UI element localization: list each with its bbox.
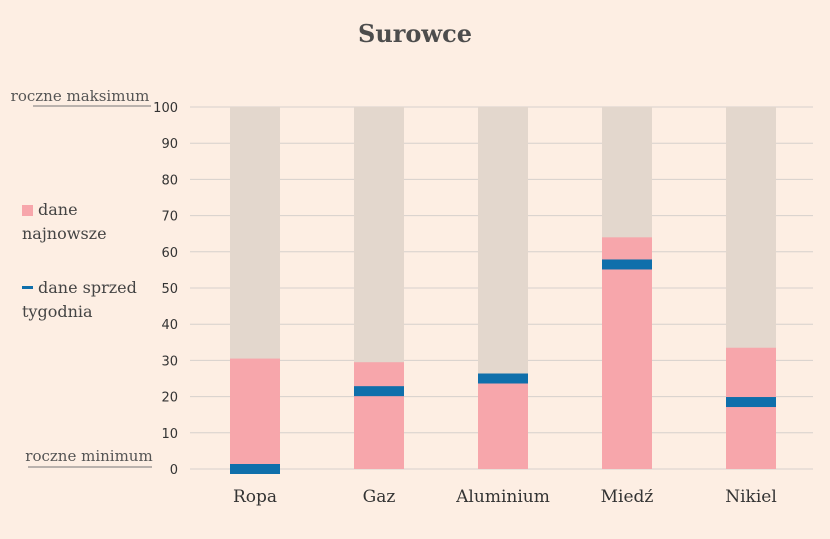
legend-label-latest-2: najnowsze [22, 224, 107, 243]
y-tick-label: 20 [161, 391, 178, 406]
bars [230, 107, 776, 474]
week-ago-marker [478, 373, 528, 384]
annual-min-label: roczne minimum [25, 447, 152, 465]
y-tick-label: 40 [161, 318, 178, 333]
y-tick-label: 70 [161, 210, 178, 225]
y-tick-label: 90 [161, 137, 178, 152]
legend-label-latest-1: dane [38, 200, 78, 219]
y-tick-label: 60 [161, 246, 178, 261]
y-tick-label: 50 [161, 282, 178, 297]
chart-title: Surowce [358, 19, 472, 48]
category-label: Miedź [601, 487, 654, 507]
latest-bar [602, 237, 652, 469]
legend-label-week-ago-2: tygodnia [22, 302, 93, 321]
y-axis-ticks: 0 10 20 30 40 50 60 70 80 90 100 [153, 101, 178, 478]
latest-bar [354, 362, 404, 469]
legend-swatch-week-ago [22, 286, 33, 289]
week-ago-marker [354, 386, 404, 397]
category-label: Ropa [233, 487, 277, 507]
week-ago-marker [602, 259, 652, 270]
y-tick-label: 10 [161, 427, 178, 442]
y-tick-label: 100 [153, 101, 178, 116]
legend: dane najnowsze dane sprzed tygodnia [22, 200, 137, 321]
week-ago-marker [230, 464, 280, 474]
week-ago-marker [726, 397, 776, 408]
legend-label-week-ago-1: dane sprzed [38, 278, 137, 297]
y-tick-label: 0 [170, 463, 178, 478]
latest-bar [230, 358, 280, 469]
category-labels: Ropa Gaz Aluminium Miedź Nikiel [233, 487, 777, 507]
y-tick-label: 80 [161, 173, 178, 188]
y-tick-label: 30 [161, 354, 178, 369]
category-label: Gaz [363, 487, 396, 507]
legend-swatch-latest [22, 205, 33, 216]
category-label: Aluminium [455, 487, 550, 507]
category-label: Nikiel [725, 487, 777, 507]
latest-bar [478, 382, 528, 469]
latest-bar [726, 347, 776, 469]
annual-max-label: roczne maksimum [11, 87, 150, 105]
